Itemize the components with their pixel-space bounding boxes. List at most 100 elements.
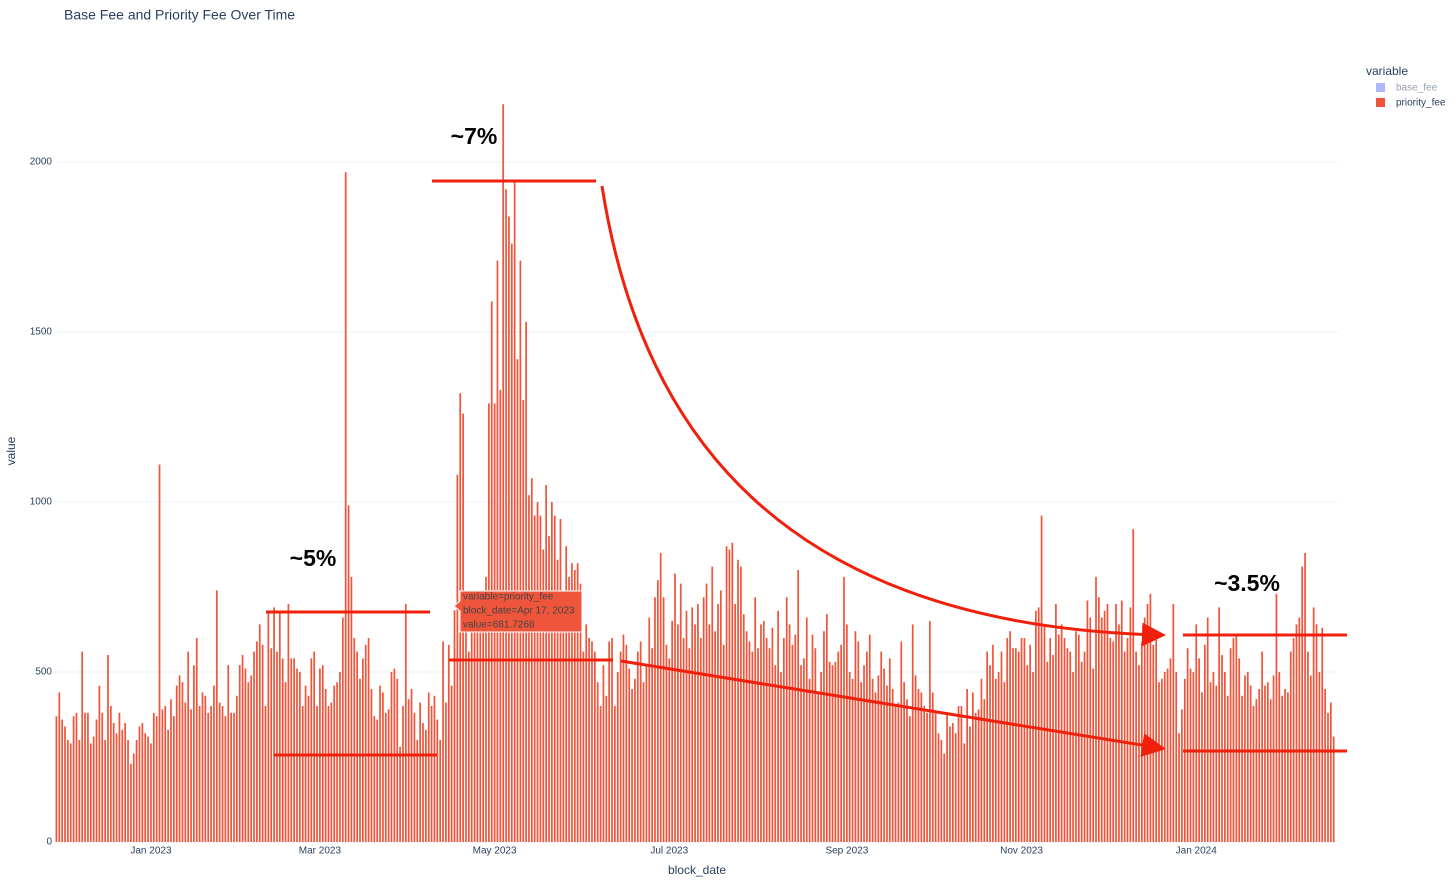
bar [55, 716, 58, 842]
bar [1301, 566, 1304, 842]
bar [61, 719, 64, 842]
bar [1000, 651, 1003, 842]
bar [536, 502, 539, 842]
legend-label[interactable]: priority_fee [1396, 98, 1446, 109]
bar [797, 570, 800, 842]
bar [1332, 736, 1335, 842]
tooltip-text: block_date=Apr 17, 2023 [463, 606, 575, 617]
bar [611, 638, 613, 842]
bar [344, 172, 347, 842]
bar [929, 621, 931, 842]
bar [837, 651, 840, 842]
x-axis-title: block_date [668, 863, 726, 877]
bar [72, 716, 75, 842]
bar [155, 716, 158, 842]
bar [1126, 638, 1129, 842]
bar [631, 689, 633, 842]
bar [817, 692, 820, 842]
bar [1152, 644, 1155, 842]
bar [382, 692, 384, 842]
bar [582, 651, 585, 842]
bar [379, 685, 381, 842]
bar [1014, 648, 1017, 842]
bar [946, 712, 948, 842]
legend-label[interactable]: base_fee [1396, 83, 1438, 94]
tooltip-text: value=681.7268 [463, 620, 535, 631]
bar [264, 706, 267, 842]
bar [141, 723, 144, 842]
bar [883, 668, 885, 842]
bar [1312, 607, 1315, 842]
bar [404, 604, 407, 842]
bar [505, 189, 507, 842]
bar [662, 597, 665, 842]
bar [422, 723, 424, 842]
bar [654, 597, 656, 842]
bar [966, 689, 968, 842]
bar [1049, 638, 1052, 842]
bar [814, 648, 817, 842]
bar [359, 678, 361, 842]
bar [1012, 648, 1014, 842]
bar [682, 638, 685, 842]
bar [473, 597, 476, 842]
bar [270, 648, 273, 842]
bar [213, 685, 215, 842]
bar [685, 610, 688, 842]
bar [350, 576, 353, 842]
bar [645, 665, 648, 842]
x-tick-label: May 2023 [473, 846, 517, 857]
bar [777, 610, 779, 842]
bar [897, 702, 900, 842]
x-tick-label: Mar 2023 [299, 846, 342, 857]
bar [845, 624, 848, 842]
bar [164, 706, 167, 842]
bar [888, 658, 891, 842]
bar [278, 610, 281, 842]
bar [1158, 682, 1160, 842]
bar [425, 729, 427, 842]
bar [190, 709, 192, 842]
bar [75, 712, 78, 842]
bar [1307, 651, 1309, 842]
bar [1224, 672, 1226, 842]
bar [762, 621, 765, 842]
bar [384, 712, 387, 842]
bar [539, 515, 542, 842]
bar [665, 644, 668, 842]
bar [298, 672, 301, 842]
bar [780, 672, 782, 842]
bar [1255, 699, 1258, 842]
bar [230, 712, 232, 842]
bar [1077, 634, 1080, 842]
bar [1232, 638, 1235, 842]
y-tick-label: 1500 [30, 327, 53, 338]
bar [1132, 529, 1135, 842]
bar [851, 678, 854, 842]
bar [571, 563, 573, 842]
bar [900, 641, 903, 842]
bar [1252, 706, 1255, 842]
bar [333, 685, 336, 842]
bar [599, 706, 602, 842]
bar [619, 651, 622, 842]
bar [559, 519, 562, 842]
bar [668, 658, 671, 842]
bar [923, 706, 926, 842]
bar [906, 699, 908, 842]
bar [1221, 655, 1223, 842]
y-tick-label: 1000 [30, 497, 53, 508]
bar [64, 726, 66, 842]
bar [1289, 651, 1292, 842]
bar [193, 665, 195, 842]
bar [84, 712, 86, 842]
annotation-shapes [266, 179, 1347, 757]
bar [1281, 695, 1284, 842]
bar [880, 651, 883, 842]
bar [1186, 648, 1189, 842]
bar [1298, 617, 1301, 842]
bar [768, 648, 771, 842]
bar [130, 763, 132, 842]
bar [1181, 709, 1183, 842]
bar [112, 723, 115, 842]
